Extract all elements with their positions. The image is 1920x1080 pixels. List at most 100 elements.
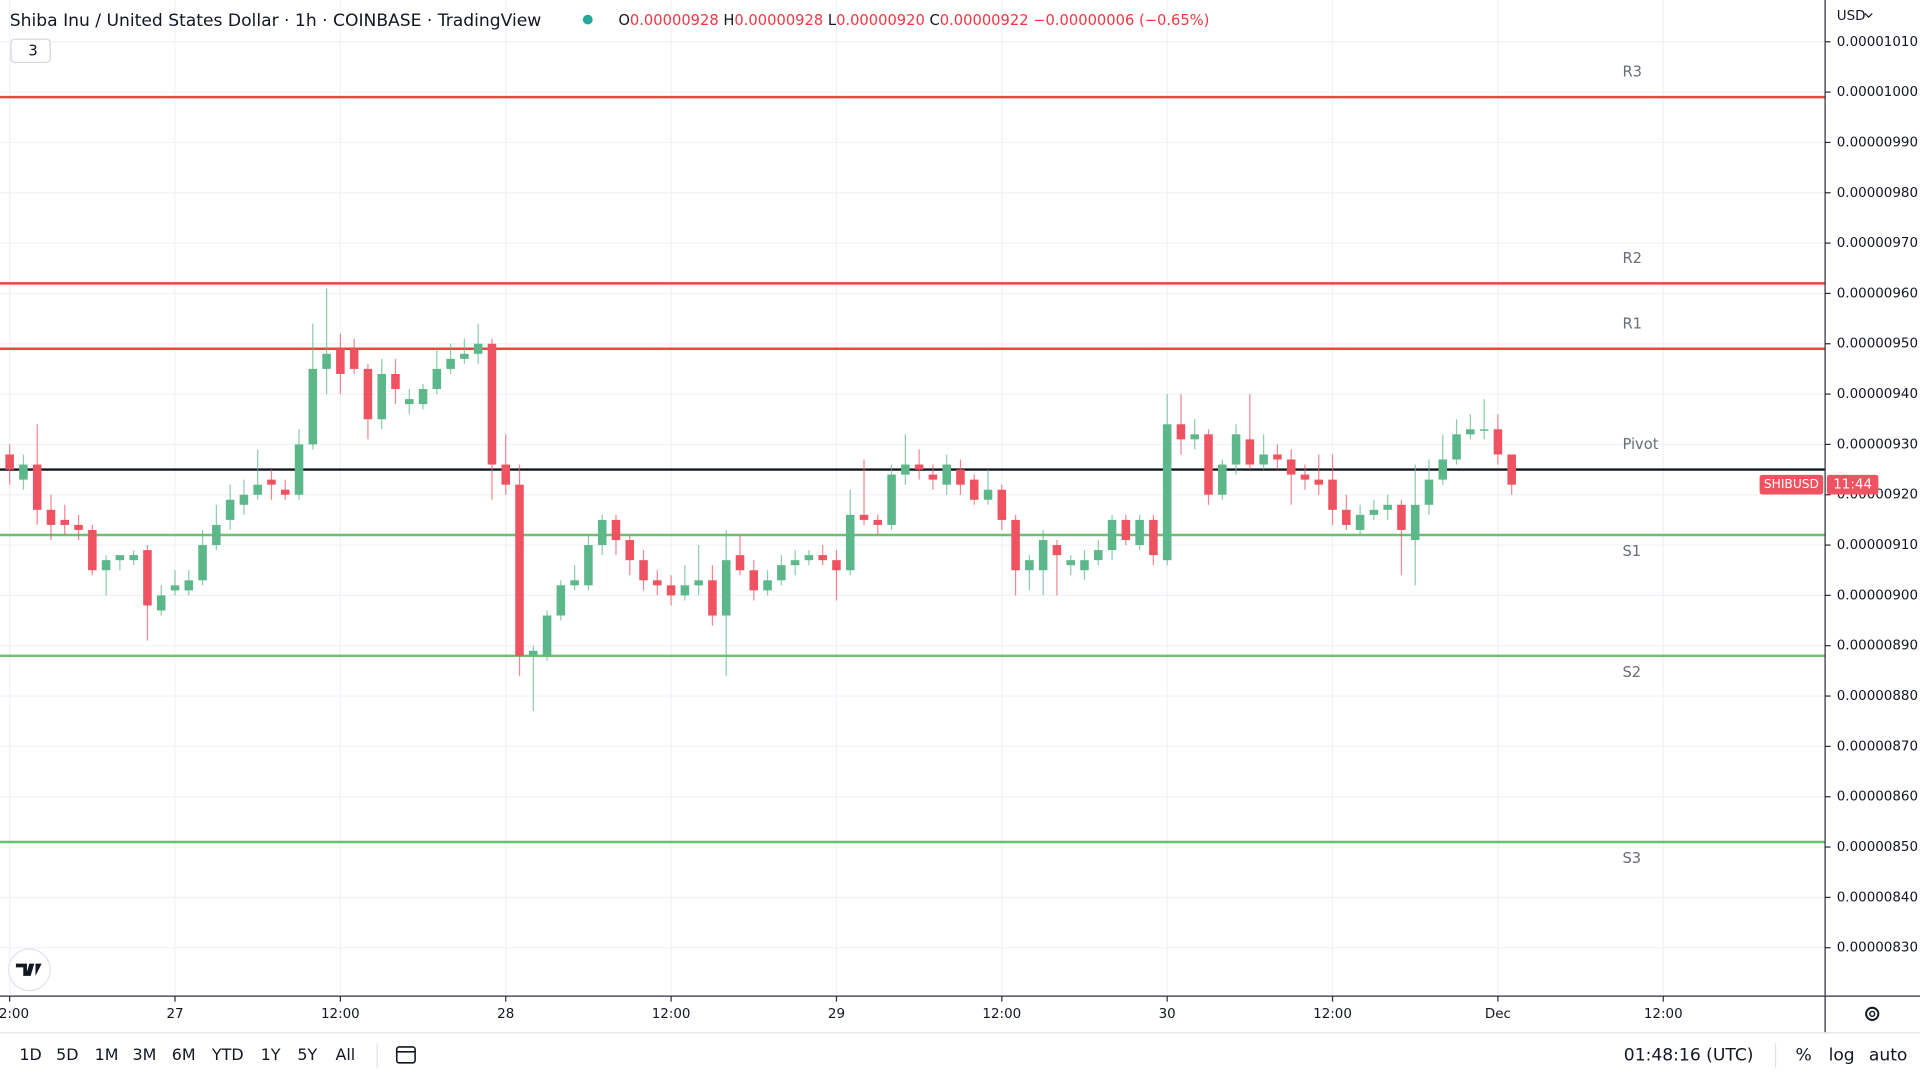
candle-body [901,464,910,475]
y-tick-label: 0.00000880 [1837,689,1918,704]
currency-caret[interactable] [1864,13,1873,19]
candle-body [818,555,827,561]
candle-body [267,479,276,485]
candle-body [515,484,524,656]
x-tick-label: 29 [828,1007,845,1022]
candle-body [404,399,414,405]
gear-center[interactable] [1869,1010,1876,1018]
settings-icon[interactable] [1865,1006,1880,1021]
candle-body [1314,479,1324,485]
candle-body [294,444,304,495]
candle-body [1438,459,1448,480]
candle-body [391,373,400,390]
candle-body [570,580,579,586]
y-tick-label: 0.00000930 [1837,437,1918,452]
legend-value: 0.00000922 [940,12,1029,29]
candle-body [997,489,1007,520]
x-tick-label: 12:00 [321,1007,360,1022]
x-tick-label: 12:00 [1644,1007,1683,1022]
range-button[interactable]: 3M [133,1045,157,1064]
legend-value: 0.00000928 [630,12,719,29]
candle-body [308,368,318,445]
range-button[interactable]: 1M [95,1045,119,1064]
calendar[interactable] [395,1046,416,1064]
candle-body [708,580,717,616]
range-button[interactable]: 1D [19,1045,41,1064]
candle-body [1080,560,1089,571]
candle-body [529,650,538,656]
candle-body [129,555,138,561]
candle-body [777,565,786,581]
candle-body [363,368,373,420]
auto-toggle[interactable]: auto [1869,1046,1908,1066]
indicator-count[interactable]: 3 [28,42,37,59]
candle-body [74,524,83,530]
candle-body [170,585,180,591]
percent-toggle[interactable]: % [1796,1046,1812,1066]
candle-body [763,580,772,591]
candle-body [1328,479,1337,510]
price-tag [1826,474,1879,495]
x-tick-label: Dec [1485,1007,1511,1022]
candle-body [928,474,938,480]
candle-body [1466,429,1475,435]
candle-body [735,555,745,571]
candle-body [432,368,442,390]
candle-body [845,514,855,571]
x-tick-label: 12:00 [652,1007,691,1022]
y-tick-label: 0.00000950 [1837,337,1918,352]
candle-body [115,555,125,561]
candle-body [88,529,97,571]
clock: 01:48:16 (UTC) [1624,1046,1754,1066]
pivot-level-label: S3 [1622,850,1641,867]
candle-body [1121,519,1131,541]
y-tick-label: 0.00000960 [1837,286,1918,301]
candle-body [418,389,428,405]
x-tick-label: 30 [1159,1007,1176,1022]
candle-body [1038,540,1048,571]
candle-body [1479,429,1489,431]
countdown: 11:44 [1833,478,1872,493]
candle-body [1300,474,1310,480]
log-toggle[interactable]: log [1829,1046,1855,1066]
tv-logo-mark[interactable] [15,963,42,976]
range-button[interactable]: 1Y [261,1045,281,1064]
candle-body [584,545,593,586]
candle-body [1452,434,1461,460]
legend-label: L [828,12,837,29]
candle-body [749,570,759,591]
y-tick-label: 0.00000860 [1837,790,1918,805]
candle-body [156,595,166,611]
candle-body [101,560,111,571]
pivot-level-label: S2 [1622,664,1641,681]
range-button[interactable]: 5Y [297,1045,317,1064]
range-button[interactable]: YTD [211,1045,244,1064]
range-button[interactable]: 6M [172,1045,196,1064]
date-range-icon[interactable] [395,1046,416,1064]
candle-body [198,545,207,581]
pivot-level-label: S1 [1622,543,1641,560]
gear[interactable] [1865,1006,1880,1021]
candle-body [1094,550,1103,561]
candle-body [1410,504,1420,541]
candle-body [1218,464,1227,495]
candle-body [804,555,814,561]
range-button[interactable]: All [335,1045,355,1064]
candle-body [322,353,331,369]
range-button[interactable]: 5D [56,1045,78,1064]
candle-body [1025,560,1034,571]
candle-body [1176,424,1186,440]
candle-body [1190,434,1200,440]
y-tick-label: 0.00000850 [1837,840,1918,855]
pivot-level-label: R2 [1622,250,1642,267]
pivot-level-label: R3 [1622,64,1642,81]
candle-body [597,519,607,546]
x-tick-label: 12:00 [982,1007,1021,1022]
indicator-toggle[interactable] [10,38,51,64]
candle-body [46,509,56,525]
candle-body [19,464,28,480]
candle-body [473,343,483,354]
candle-body [487,343,497,465]
currency-label[interactable]: USD [1837,9,1866,24]
